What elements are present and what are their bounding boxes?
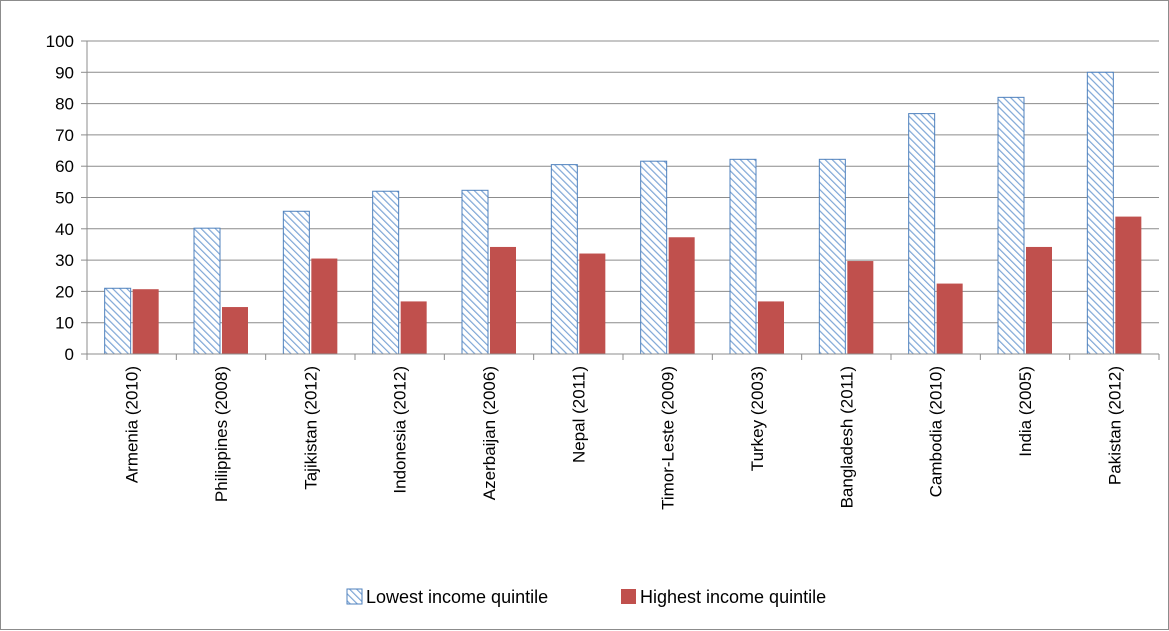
y-tick-label: 30 xyxy=(55,251,74,270)
bar-highest-quintile xyxy=(222,307,248,354)
y-tick-label: 0 xyxy=(65,345,74,364)
bar-highest-quintile xyxy=(311,258,338,354)
axes xyxy=(81,40,1160,360)
y-tick-label: 50 xyxy=(55,189,74,208)
bar-lowest-quintile xyxy=(818,158,846,355)
legend-label-lowest: Lowest income quintile xyxy=(366,587,548,607)
legend-swatch-lowest xyxy=(346,588,363,605)
gridlines xyxy=(87,40,1159,324)
bar-highest-quintile xyxy=(936,283,963,354)
bar-lowest-quintile xyxy=(372,190,400,355)
bar-highest-quintile xyxy=(579,253,606,354)
y-tick-label: 100 xyxy=(46,32,74,51)
x-tick-label: Tajikistan (2012) xyxy=(301,366,320,490)
bar-lowest-quintile xyxy=(282,210,310,355)
bar-lowest-quintile xyxy=(908,113,936,355)
y-tick-label: 20 xyxy=(55,282,74,301)
x-tick-label: Azerbaijan (2006) xyxy=(480,366,499,500)
x-tick-label: Armenia (2010) xyxy=(123,366,142,483)
y-tick-label: 80 xyxy=(55,95,74,114)
x-tick-label: Turkey (2003) xyxy=(748,366,767,471)
y-tick-label: 60 xyxy=(55,157,74,176)
bar-lowest-quintile xyxy=(461,189,489,355)
bar-lowest-quintile xyxy=(729,158,757,355)
bar-highest-quintile xyxy=(1115,216,1142,354)
bar-highest-quintile xyxy=(758,301,784,354)
x-tick-label: Indonesia (2012) xyxy=(391,366,410,494)
x-tick-label: Nepal (2011) xyxy=(569,366,588,463)
bar-lowest-quintile xyxy=(193,227,221,355)
y-tick-label: 70 xyxy=(55,126,74,145)
x-tick-labels: Armenia (2010) Philippines (2008) Tajikist… xyxy=(123,366,1125,510)
bar-lowest-quintile xyxy=(550,164,578,355)
bar-highest-quintile xyxy=(1026,246,1052,354)
bar-lowest-quintile xyxy=(104,287,132,355)
legend-swatch-highest xyxy=(621,589,636,604)
x-tick-label: Cambodia (2010) xyxy=(927,366,946,497)
legend: Lowest income quintile Highest income qui… xyxy=(346,587,826,607)
y-tick-label: 40 xyxy=(55,220,74,239)
x-tick-label: Pakistan (2012) xyxy=(1105,366,1124,485)
y-tick-label: 10 xyxy=(55,314,74,333)
bar-lowest-quintile xyxy=(997,96,1025,355)
bar-lowest-quintile xyxy=(1086,71,1114,355)
x-tick-label: India (2005) xyxy=(1016,366,1035,457)
bar-highest-quintile xyxy=(847,261,874,354)
bar-highest-quintile xyxy=(490,246,516,354)
y-tick-label: 90 xyxy=(55,63,74,82)
x-tick-label: Philippines (2008) xyxy=(212,366,231,502)
y-tick-labels: 0 10 20 30 40 50 60 70 80 90 100 xyxy=(46,32,74,364)
bar-lowest-quintile xyxy=(640,160,668,355)
legend-label-highest: Highest income quintile xyxy=(640,587,826,607)
x-tick-label: Bangladesh (2011) xyxy=(837,366,856,508)
bar-highest-quintile xyxy=(132,289,159,354)
x-tick-label: Timor-Leste (2009) xyxy=(659,366,678,510)
bar-highest-quintile xyxy=(668,237,695,354)
bars xyxy=(104,71,1142,355)
bar-highest-quintile xyxy=(400,301,427,354)
